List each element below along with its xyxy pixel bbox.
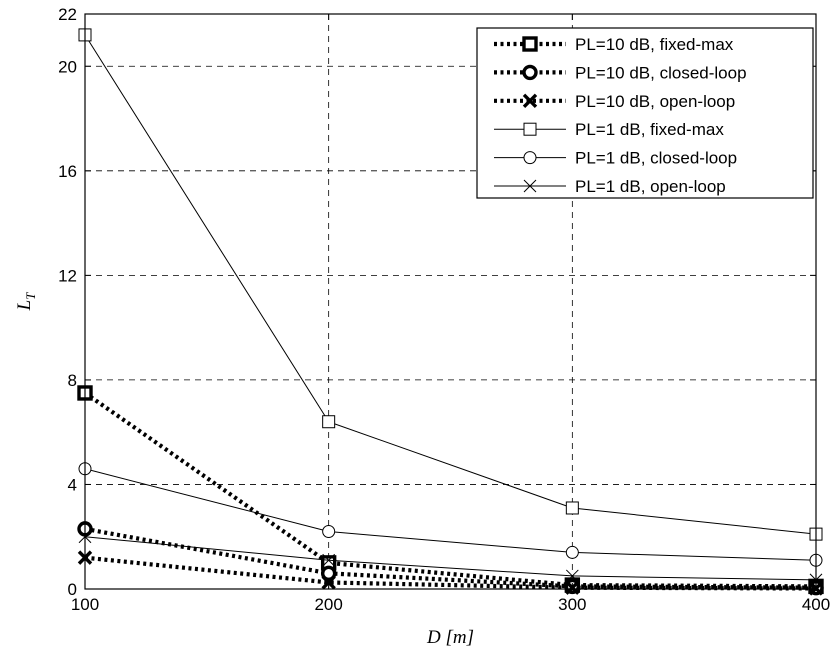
y-axis-label-subscript: T	[23, 292, 38, 300]
y-tick-label: 8	[68, 371, 77, 390]
x-tick-label: 100	[71, 595, 99, 614]
legend-label: PL=10 dB, open-loop	[575, 92, 735, 111]
legend-item: PL=1 dB, open-loop	[494, 177, 726, 196]
y-tick-label: 12	[58, 266, 77, 285]
series-line	[83, 391, 817, 589]
marker-square	[322, 415, 336, 429]
series-0	[77, 385, 824, 595]
marker-circle	[320, 565, 337, 582]
y-tick-label: 16	[58, 162, 77, 181]
series-5	[78, 530, 823, 587]
legend-label: PL=1 dB, open-loop	[575, 177, 726, 196]
x-axis-label: D [m]	[426, 627, 474, 648]
legend: PL=10 dB, fixed-max PL=10 dB, closed-loop…	[476, 27, 814, 199]
series-line	[84, 526, 817, 590]
legend-item: PL=10 dB, open-loop	[494, 92, 735, 111]
legend-item: PL=1 dB, closed-loop	[494, 149, 737, 168]
series-line	[84, 555, 817, 591]
marker-circle	[522, 64, 538, 81]
marker-square	[523, 122, 537, 136]
legend-label: PL=1 dB, closed-loop	[575, 149, 737, 168]
y-tick-label: 0	[68, 580, 77, 599]
legend-item: PL=10 dB, closed-loop	[494, 63, 747, 82]
marker-x	[322, 553, 336, 567]
plot-frame	[84, 13, 817, 590]
x-tick-label: 300	[558, 595, 586, 614]
legend-item: PL=10 dB, fixed-max	[494, 35, 734, 54]
legend-item: PL=1 dB, fixed-max	[494, 120, 724, 139]
series-line	[84, 536, 817, 581]
y-tick-label: 20	[58, 57, 77, 76]
marker-x	[522, 93, 538, 109]
y-axis-label: LT	[14, 292, 38, 312]
series-2	[77, 550, 824, 596]
legend-label: PL=1 dB, fixed-max	[575, 120, 724, 139]
series-line	[84, 468, 817, 561]
series-group	[77, 28, 824, 596]
legend-label: PL=10 dB, closed-loop	[575, 63, 747, 82]
marker-x	[565, 569, 579, 583]
marker-x	[321, 575, 336, 590]
marker-x	[523, 179, 537, 193]
marker-square	[565, 501, 579, 515]
marker-square	[522, 36, 538, 52]
marker-circle	[565, 545, 579, 559]
x-tick-label: 200	[314, 595, 342, 614]
x-tick-label: 400	[802, 595, 830, 614]
marker-circle	[322, 525, 336, 538]
y-tick-label: 22	[58, 5, 77, 24]
series-4	[78, 462, 823, 567]
ticks: 100 200 300 400 0 4 8 12 16 20 22	[58, 5, 830, 614]
series-3	[78, 28, 823, 541]
legend-box	[476, 27, 814, 199]
marker-circle	[523, 151, 537, 165]
series-line	[84, 34, 817, 535]
legend-label: PL=10 dB, fixed-max	[575, 35, 734, 54]
y-axis-label-main: L	[14, 300, 35, 312]
y-tick-label: 4	[68, 475, 77, 494]
